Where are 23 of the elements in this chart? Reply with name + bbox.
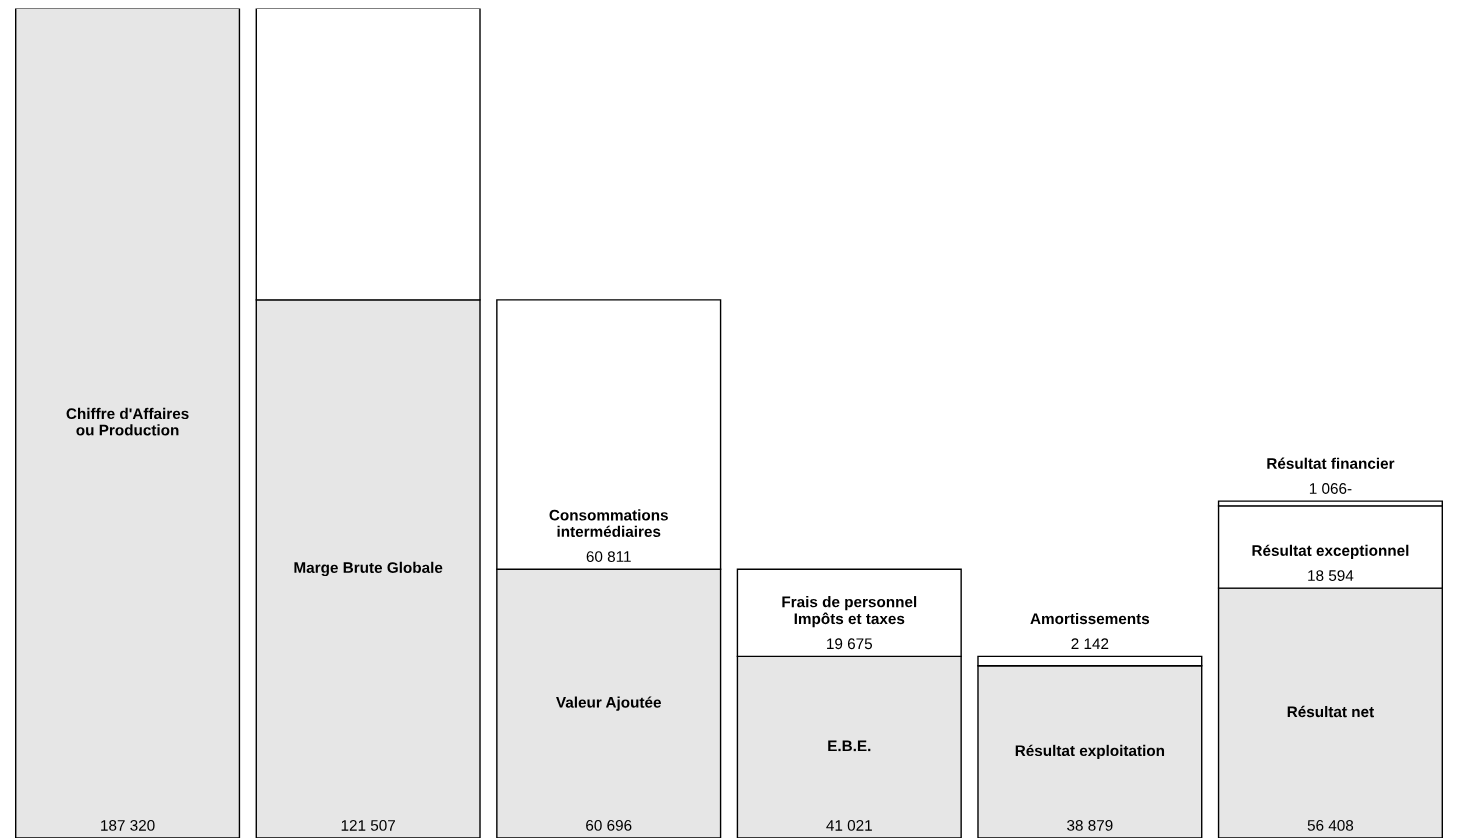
x-tick-label: Marge Brute Globale — [294, 561, 443, 577]
data-label: 56 408 — [1307, 820, 1354, 831]
data-label: 187 320 — [101, 820, 155, 831]
annotation: Consommations intermédiaires — [549, 509, 668, 537]
data-label: 60 696 — [586, 820, 632, 831]
data-label: 121 507 — [341, 820, 395, 831]
x-tick-label: Résultat net — [1287, 705, 1374, 718]
x-tick-label: Valeur Ajoutée — [556, 696, 661, 711]
data-label: 1 066- — [1309, 483, 1352, 494]
annotation: Résultat exceptionnel — [1252, 544, 1409, 560]
x-tick-label: E.B.E. — [828, 740, 871, 752]
x-tick-label: Chiffre d'Affaires ou Production — [66, 407, 189, 436]
data-label: 60 811 — [586, 551, 631, 562]
annotation: Amortissements — [1030, 612, 1150, 625]
data-label: 2 142 — [1071, 638, 1109, 649]
data-label: 19 675 — [827, 638, 873, 650]
annotation: Résultat financier — [1267, 457, 1395, 469]
bar — [15, 8, 241, 838]
data-label: 38 879 — [1067, 820, 1113, 831]
data-label: 41 021 — [826, 820, 872, 831]
annotation: Frais de personnel Impôts et taxes — [782, 596, 917, 628]
data-label: 18 594 — [1308, 570, 1354, 581]
x-tick-label: Résultat exploitation — [1015, 744, 1165, 760]
